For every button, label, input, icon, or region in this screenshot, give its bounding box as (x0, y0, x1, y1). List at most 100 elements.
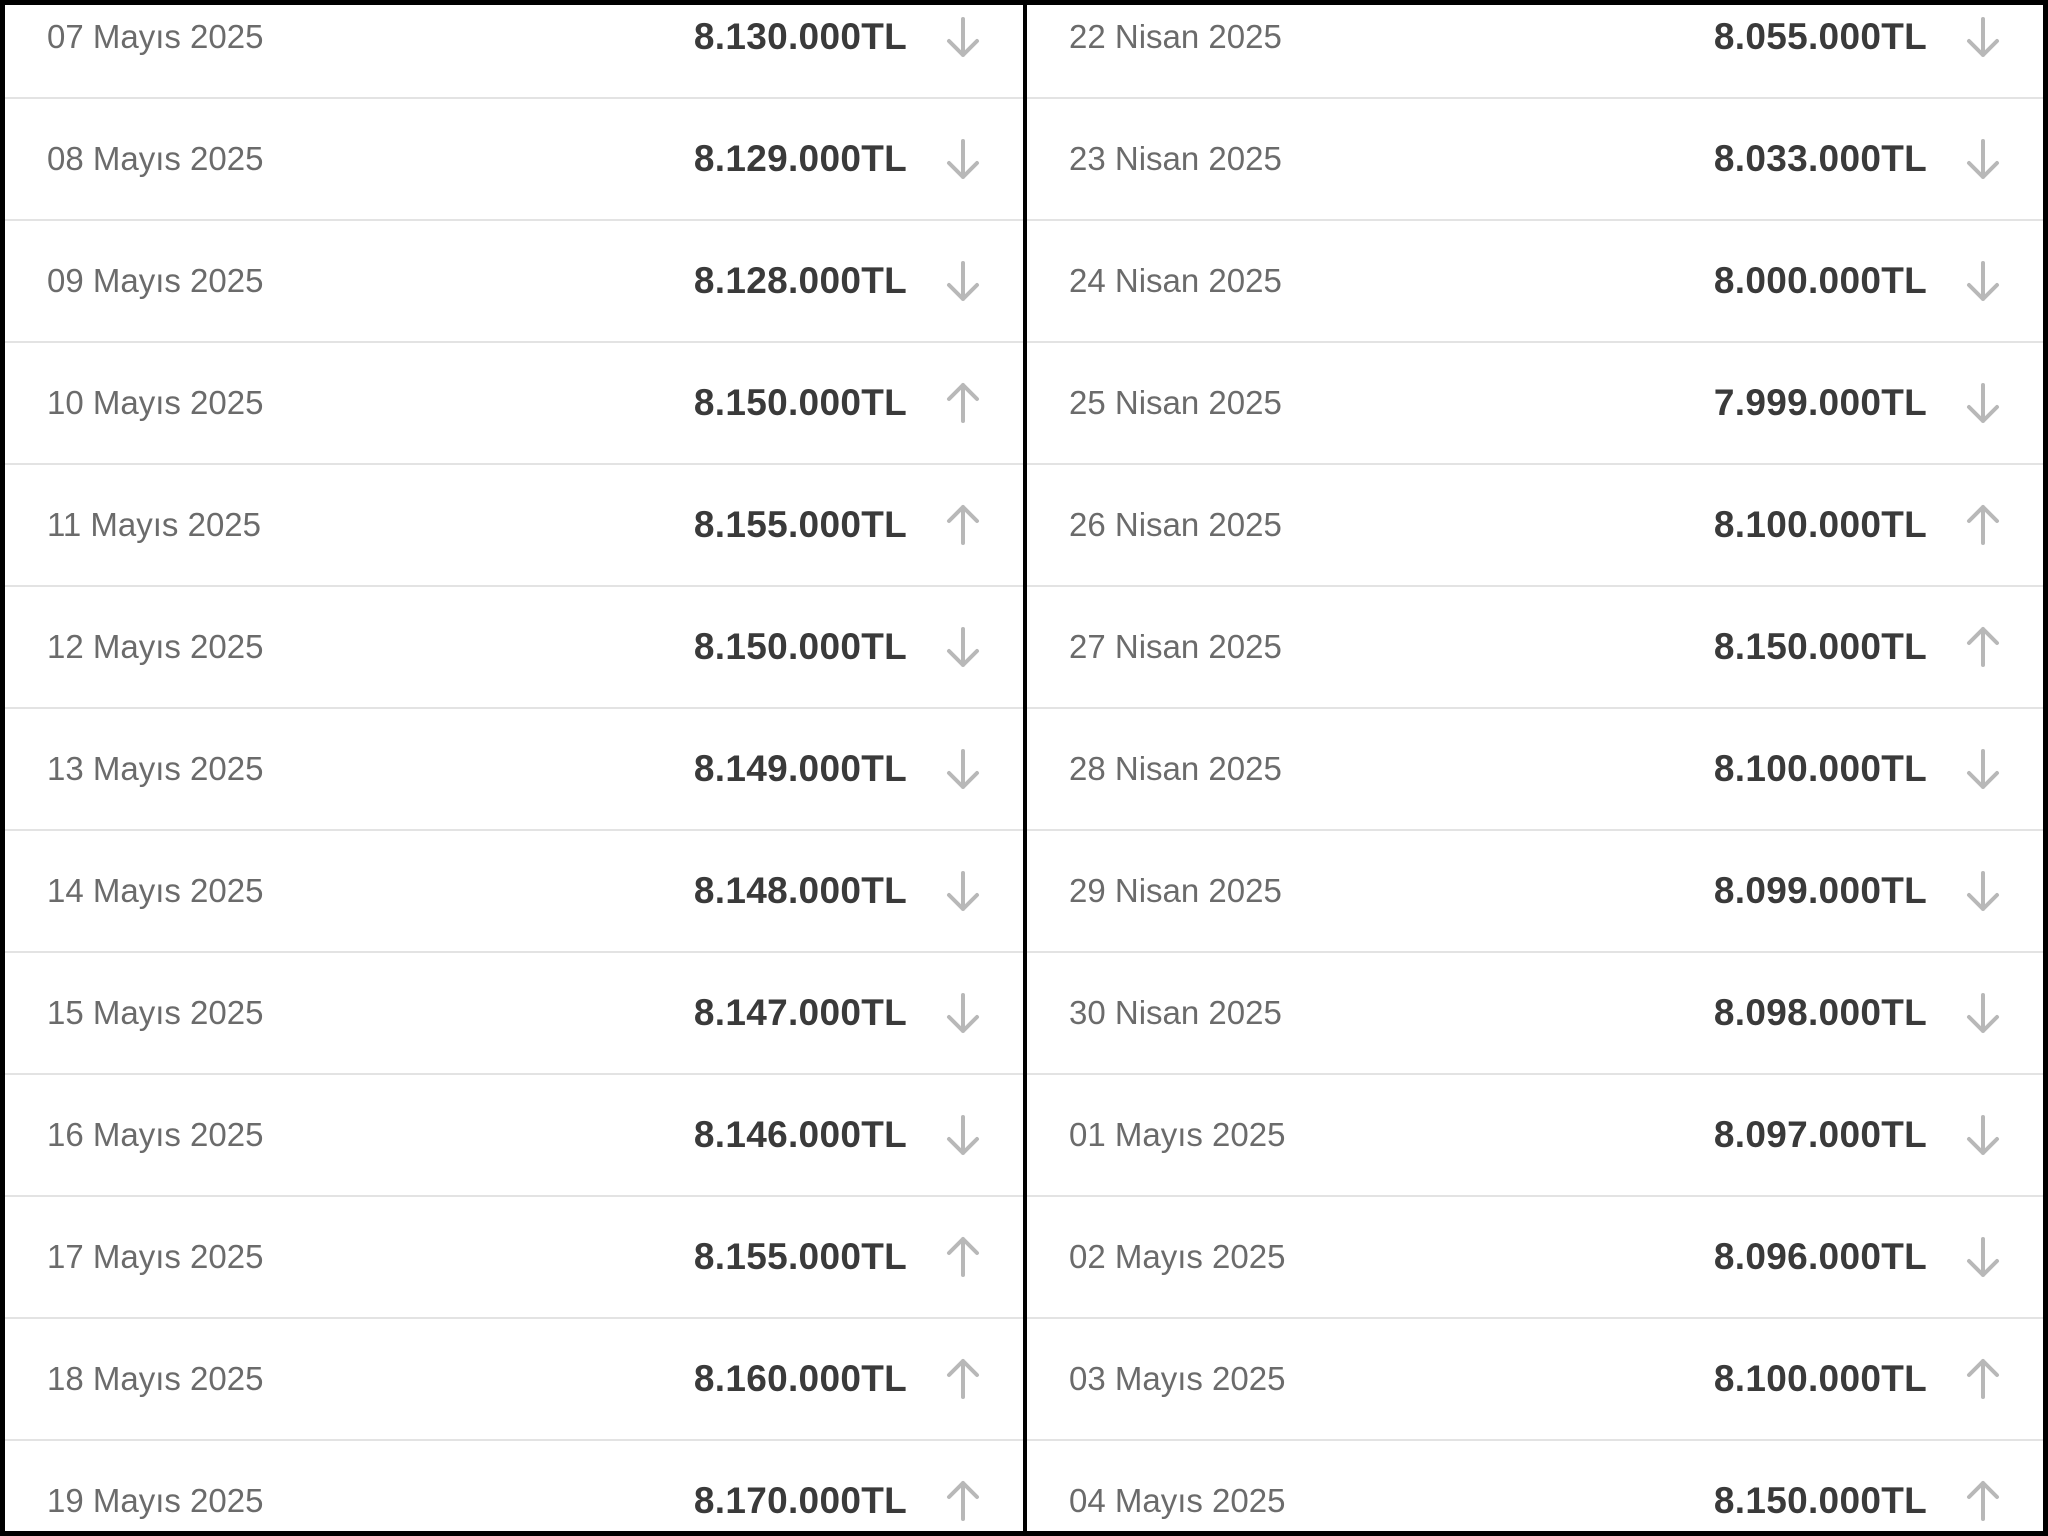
row-price: 8.148.000TL (693, 870, 907, 911)
arrow-down-icon (941, 747, 985, 791)
price-row: 16 Mayıs 2025 8.146.000TL (5, 1075, 1023, 1197)
arrow-up-icon (1961, 1479, 2005, 1523)
price-row: 13 Mayıs 2025 8.149.000TL (5, 709, 1023, 831)
price-row: 18 Mayıs 2025 8.160.000TL (5, 1319, 1023, 1441)
arrow-up-icon (1961, 625, 2005, 669)
price-rows-right: 22 Nisan 2025 8.055.000TL 23 Nisan 2025 8.0… (1027, 5, 2043, 1531)
arrow-down-icon (1961, 1235, 2005, 1279)
price-row: 25 Nisan 2025 7.999.000TL (1027, 343, 2043, 465)
row-price: 8.130.000TL (693, 16, 907, 57)
row-date: 17 Mayıs 2025 (47, 1238, 264, 1275)
arrow-down-icon (1961, 1113, 2005, 1157)
row-price: 8.128.000TL (693, 260, 907, 301)
arrow-down-icon (1961, 381, 2005, 425)
arrow-up-icon (941, 1235, 985, 1279)
row-date: 14 Mayıs 2025 (47, 872, 264, 909)
row-price: 8.000.000TL (1713, 260, 1927, 301)
price-row: 09 Mayıs 2025 8.128.000TL (5, 221, 1023, 343)
price-row: 08 Mayıs 2025 8.129.000TL (5, 99, 1023, 221)
row-price: 8.170.000TL (693, 1480, 907, 1521)
row-price: 8.160.000TL (693, 1358, 907, 1399)
row-price: 8.097.000TL (1713, 1114, 1927, 1155)
arrow-down-icon (941, 1113, 985, 1157)
row-date: 23 Nisan 2025 (1069, 140, 1282, 177)
price-row: 23 Nisan 2025 8.033.000TL (1027, 99, 2043, 221)
row-price: 8.096.000TL (1713, 1236, 1927, 1277)
arrow-down-icon (941, 625, 985, 669)
row-date: 24 Nisan 2025 (1069, 262, 1282, 299)
arrow-down-icon (941, 869, 985, 913)
arrow-up-icon (1961, 503, 2005, 547)
row-date: 29 Nisan 2025 (1069, 872, 1282, 909)
row-date: 13 Mayıs 2025 (47, 750, 264, 787)
row-date: 11 Mayıs 2025 (47, 506, 262, 543)
price-row: 12 Mayıs 2025 8.150.000TL (5, 587, 1023, 709)
price-row: 14 Mayıs 2025 8.148.000TL (5, 831, 1023, 953)
price-row: 28 Nisan 2025 8.100.000TL (1027, 709, 2043, 831)
row-date: 27 Nisan 2025 (1069, 628, 1282, 665)
arrow-up-icon (941, 1479, 985, 1523)
arrow-up-icon (941, 381, 985, 425)
arrow-down-icon (941, 15, 985, 59)
row-price: 8.099.000TL (1713, 870, 1927, 911)
price-row: 26 Nisan 2025 8.100.000TL (1027, 465, 2043, 587)
price-row: 10 Mayıs 2025 8.150.000TL (5, 343, 1023, 465)
price-history-frame: 07 Mayıs 2025 8.130.000TL 08 Mayıs 2025 8.1… (5, 5, 2043, 1531)
row-date: 25 Nisan 2025 (1069, 384, 1282, 421)
row-date: 18 Mayıs 2025 (47, 1360, 264, 1397)
price-row: 03 Mayıs 2025 8.100.000TL (1027, 1319, 2043, 1441)
row-date: 26 Nisan 2025 (1069, 506, 1282, 543)
arrow-up-icon (1961, 1357, 2005, 1401)
row-date: 03 Mayıs 2025 (1069, 1360, 1286, 1397)
price-row: 30 Nisan 2025 8.098.000TL (1027, 953, 2043, 1075)
row-price: 8.149.000TL (693, 748, 907, 789)
price-row: 19 Mayıs 2025 8.170.000TL (5, 1441, 1023, 1531)
price-list-left: 07 Mayıs 2025 8.130.000TL 08 Mayıs 2025 8.1… (5, 5, 1023, 1531)
price-row: 29 Nisan 2025 8.099.000TL (1027, 831, 2043, 953)
row-price: 8.100.000TL (1713, 1358, 1927, 1399)
price-row: 07 Mayıs 2025 8.130.000TL (5, 5, 1023, 99)
row-date: 15 Mayıs 2025 (47, 994, 264, 1031)
price-row: 01 Mayıs 2025 8.097.000TL (1027, 1075, 2043, 1197)
row-date: 28 Nisan 2025 (1069, 750, 1282, 787)
price-row: 04 Mayıs 2025 8.150.000TL (1027, 1441, 2043, 1531)
row-price: 8.150.000TL (693, 626, 907, 667)
arrow-down-icon (1961, 869, 2005, 913)
row-date: 07 Mayıs 2025 (47, 18, 264, 55)
arrow-up-icon (941, 503, 985, 547)
price-row: 17 Mayıs 2025 8.155.000TL (5, 1197, 1023, 1319)
arrow-down-icon (941, 259, 985, 303)
row-price: 8.155.000TL (693, 504, 907, 545)
row-date: 19 Mayıs 2025 (47, 1482, 264, 1519)
row-price: 8.146.000TL (693, 1114, 907, 1155)
row-date: 22 Nisan 2025 (1069, 18, 1282, 55)
row-date: 09 Mayıs 2025 (47, 262, 264, 299)
arrow-down-icon (1961, 991, 2005, 1035)
row-price: 8.150.000TL (1713, 626, 1927, 667)
price-row: 27 Nisan 2025 8.150.000TL (1027, 587, 2043, 709)
row-date: 02 Mayıs 2025 (1069, 1238, 1286, 1275)
row-date: 01 Mayıs 2025 (1069, 1116, 1286, 1153)
price-row: 22 Nisan 2025 8.055.000TL (1027, 5, 2043, 99)
row-price: 8.129.000TL (693, 138, 907, 179)
row-price: 8.150.000TL (693, 382, 907, 423)
row-price: 8.155.000TL (693, 1236, 907, 1277)
price-row: 24 Nisan 2025 8.000.000TL (1027, 221, 2043, 343)
arrow-down-icon (941, 137, 985, 181)
row-price: 8.147.000TL (693, 992, 907, 1033)
row-price: 8.100.000TL (1713, 504, 1927, 545)
price-row: 15 Mayıs 2025 8.147.000TL (5, 953, 1023, 1075)
row-date: 12 Mayıs 2025 (47, 628, 264, 665)
arrow-down-icon (1961, 137, 2005, 181)
price-row: 02 Mayıs 2025 8.096.000TL (1027, 1197, 2043, 1319)
arrow-down-icon (1961, 15, 2005, 59)
row-price: 8.100.000TL (1713, 748, 1927, 789)
row-price: 8.150.000TL (1713, 1480, 1927, 1521)
price-row: 11 Mayıs 2025 8.155.000TL (5, 465, 1023, 587)
price-list-right: 22 Nisan 2025 8.055.000TL 23 Nisan 2025 8.0… (1027, 5, 2043, 1531)
arrow-up-icon (941, 1357, 985, 1401)
arrow-down-icon (1961, 259, 2005, 303)
row-price: 8.055.000TL (1713, 16, 1927, 57)
row-date: 10 Mayıs 2025 (47, 384, 264, 421)
row-date: 04 Mayıs 2025 (1069, 1482, 1286, 1519)
